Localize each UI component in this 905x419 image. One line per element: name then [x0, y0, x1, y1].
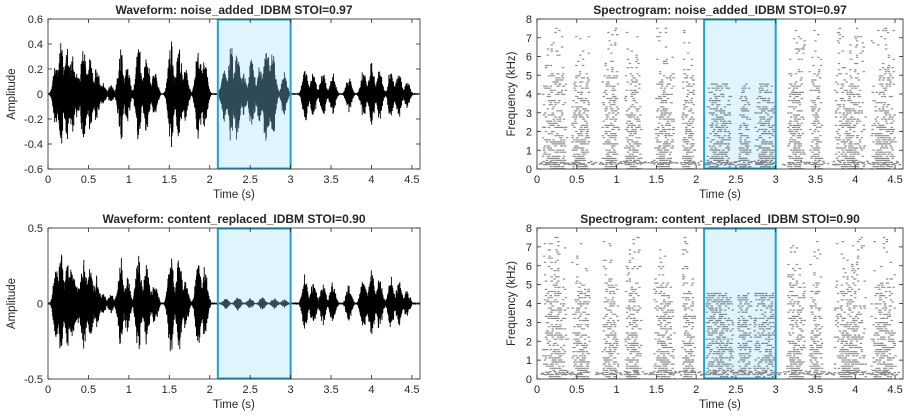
y-tick-label: 0	[37, 299, 43, 311]
x-tick-label: 3	[288, 174, 294, 186]
x-axis-label: Time (s)	[699, 399, 741, 411]
x-tick-label: 2.5	[728, 174, 743, 186]
x-axis-label: Time (s)	[213, 399, 255, 411]
y-tick-label: 5	[526, 70, 532, 82]
x-tick-label: 3.5	[323, 384, 338, 396]
y-tick-label: 0	[37, 89, 43, 101]
x-tick-label: 2.5	[728, 384, 743, 396]
x-tick-label: 4	[368, 384, 374, 396]
highlight-region-border	[216, 18, 292, 170]
y-tick-label: 3	[526, 317, 532, 329]
y-tick-label: 0	[526, 374, 532, 386]
x-tick-label: 2	[693, 174, 699, 186]
y-tick-label: 6	[526, 261, 532, 273]
y-axis-label: Amplitude	[6, 278, 18, 329]
y-tick-label: 5	[526, 280, 532, 292]
x-tick-label: 2	[207, 174, 213, 186]
spectrogram-energy	[540, 236, 900, 379]
chart-title: Waveform: content_replaced_IDBM STOI=0.9…	[102, 212, 365, 226]
x-tick-label: 0.5	[81, 174, 96, 186]
x-tick-label: 0.5	[569, 174, 584, 186]
x-tick-label: 2.5	[243, 384, 258, 396]
panel-1: 0 0.5 1 1.5 2 2.5 3 3.5 4 4.5 -0.6 -0.4 -0.2 0 0.2 0.4 0…	[6, 3, 421, 201]
x-tick-label: 3	[773, 384, 779, 396]
waveform-line	[48, 254, 420, 352]
x-tick-label: 3	[773, 174, 779, 186]
x-tick-label: 1	[614, 174, 620, 186]
y-tick-label: 1	[526, 145, 532, 157]
x-tick-label: 3.5	[808, 174, 823, 186]
y-tick-label: 4	[526, 89, 532, 101]
x-tick-label: 4	[852, 384, 858, 396]
y-tick-label: 2	[526, 336, 532, 348]
y-tick-label: 0.5	[28, 223, 43, 235]
x-tick-label: 1.5	[649, 384, 664, 396]
waveform-line	[48, 41, 420, 147]
y-axis-label: Frequency (kHz)	[506, 261, 518, 346]
x-tick-label: 0.5	[569, 384, 584, 396]
x-tick-label: 1.5	[162, 384, 177, 396]
spectrogram-energy	[538, 27, 901, 169]
y-tick-label: 7	[526, 242, 532, 254]
y-tick-label: -0.6	[24, 164, 43, 176]
x-tick-label: 1	[126, 174, 132, 186]
x-tick-label: 4.5	[404, 384, 419, 396]
highlight-region-border	[703, 18, 777, 170]
panel-4: 0 0.5 1 1.5 2 2.5 3 3.5 4 4.5 0 1 2 3 4 5 6 7 8 Spectrogram…	[506, 212, 904, 411]
y-tick-label: 6	[526, 52, 532, 64]
y-tick-label: 0.4	[28, 39, 43, 51]
x-tick-label: 3	[288, 384, 294, 396]
y-tick-label: -0.2	[24, 114, 43, 126]
y-tick-label: 4	[526, 299, 532, 311]
x-tick-label: 4.5	[887, 174, 902, 186]
spectrogram-image	[540, 236, 900, 379]
spectrogram-image	[538, 27, 901, 169]
x-tick-label: 0	[45, 174, 51, 186]
y-tick-label: 8	[526, 223, 532, 235]
y-tick-label: -0.5	[24, 374, 43, 386]
x-tick-label: 0	[534, 384, 540, 396]
chart-title: Spectrogram: content_replaced_IDBM STOI=…	[580, 212, 860, 226]
y-tick-label: 3	[526, 108, 532, 120]
x-tick-label: 0.5	[81, 384, 96, 396]
x-tick-label: 4.5	[887, 384, 902, 396]
y-tick-label: 0.6	[28, 14, 43, 26]
panel-2: 0 0.5 1 1.5 2 2.5 3 3.5 4 4.5 0 1 2 3 4 5 6 7 8 Spectrogram…	[506, 3, 904, 201]
x-tick-label: 4	[852, 174, 858, 186]
y-tick-label: 0	[526, 164, 532, 176]
highlight-region-border	[703, 227, 777, 380]
x-tick-label: 1	[126, 384, 132, 396]
y-tick-label: 0.2	[28, 64, 43, 76]
chart-title: Spectrogram: noise_added_IDBM STOI=0.97	[593, 3, 847, 17]
y-tick-label: 1	[526, 355, 532, 367]
x-tick-label: 3.5	[323, 174, 338, 186]
x-tick-label: 2	[207, 384, 213, 396]
chart-title: Waveform: noise_added_IDBM STOI=0.97	[115, 3, 352, 17]
y-tick-label: 2	[526, 127, 532, 139]
y-tick-label: -0.4	[24, 139, 43, 151]
x-tick-label: 0	[534, 174, 540, 186]
x-axis-label: Time (s)	[213, 189, 255, 201]
x-tick-label: 4	[368, 174, 374, 186]
highlight-region-border	[216, 227, 292, 380]
x-axis-label: Time (s)	[699, 189, 741, 201]
x-tick-label: 1.5	[649, 174, 664, 186]
y-tick-label: 8	[526, 14, 532, 26]
x-tick-label: 3.5	[808, 384, 823, 396]
x-tick-label: 1	[614, 384, 620, 396]
x-tick-label: 0	[45, 384, 51, 396]
x-tick-label: 4.5	[404, 174, 419, 186]
x-tick-label: 2	[693, 384, 699, 396]
x-tick-label: 1.5	[162, 174, 177, 186]
y-tick-label: 7	[526, 33, 532, 45]
y-axis-label: Frequency (kHz)	[506, 51, 518, 136]
y-axis-label: Amplitude	[6, 68, 18, 119]
x-tick-label: 2.5	[243, 174, 258, 186]
